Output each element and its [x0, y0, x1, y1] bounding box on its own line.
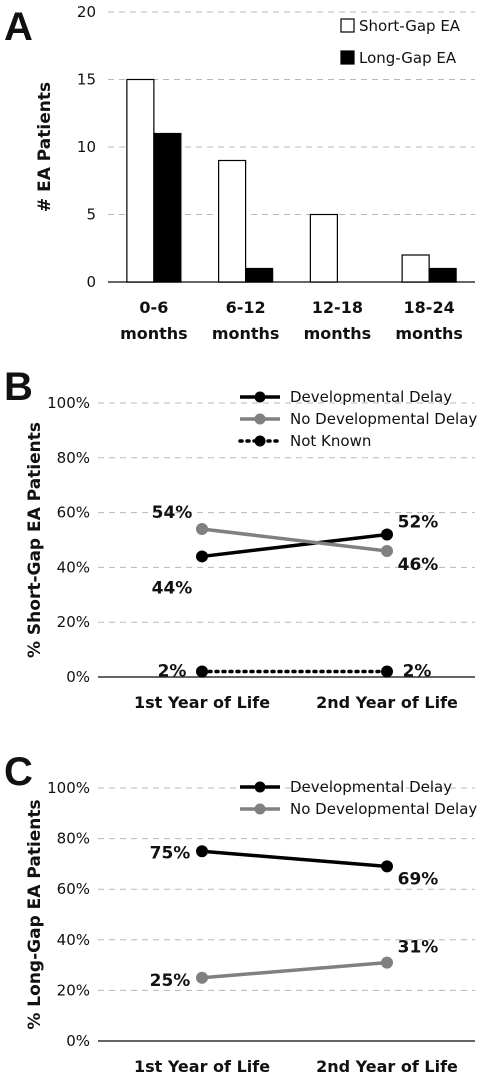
- point-no-developmental-delay-1st-year-of-life: [196, 523, 208, 536]
- series-line-developmental-delay: [201, 849, 388, 869]
- y-tick-label: 10: [77, 138, 96, 156]
- legend-swatch-long-gap-ea: [340, 50, 355, 65]
- legend-label-no-developmental-delay: No Developmental Delay: [290, 410, 477, 428]
- data-label-developmental-delay: 75%: [150, 843, 191, 863]
- data-label-developmental-delay: 52%: [398, 513, 439, 533]
- legend-label-developmental-delay: Developmental Delay: [290, 778, 452, 796]
- y-axis-title: # EA Patients: [35, 82, 55, 212]
- bar-short-gap-ea-0-6-months: [126, 78, 155, 283]
- y-tick-label: 100%: [47, 394, 90, 412]
- legend-label-long-gap-ea: Long-Gap EA: [359, 49, 457, 67]
- x-tick-label: 2nd Year of Life: [316, 693, 458, 712]
- bar-short-gap-ea-18-24-months: [401, 254, 430, 283]
- series-line-developmental-delay: [201, 532, 388, 559]
- legend-swatch-short-gap-ea: [340, 18, 355, 33]
- legend-label-no-developmental-delay: No Developmental Delay: [290, 800, 477, 818]
- point-developmental-delay-2nd-year-of-life: [381, 528, 393, 541]
- y-axis-title: % Short-Gap EA Patients: [25, 422, 45, 658]
- series-line-no-developmental-delay: [201, 960, 388, 980]
- point-not-known-2nd-year-of-life: [381, 665, 393, 678]
- legend-marker-developmental-delay: [254, 781, 266, 793]
- y-tick-label: 15: [77, 71, 96, 89]
- x-tick-label: 2nd Year of Life: [316, 1057, 458, 1076]
- data-label-no-developmental-delay: 25%: [150, 971, 191, 991]
- y-tick-label: 60%: [57, 504, 90, 522]
- data-label-no-developmental-delay: 54%: [152, 503, 193, 523]
- y-tick-label: 0%: [66, 668, 90, 686]
- bar-short-gap-ea-12-18-months: [309, 213, 338, 283]
- legend-label-short-gap-ea: Short-Gap EA: [359, 17, 461, 35]
- legend-label-not-known: Not Known: [290, 432, 371, 450]
- data-label-no-developmental-delay: 31%: [398, 938, 439, 958]
- data-label-no-developmental-delay: 46%: [398, 555, 439, 575]
- data-label-not-known: 2%: [158, 662, 187, 682]
- bar-long-gap-ea-18-24-months: [428, 267, 457, 283]
- x-tick-label: 6-12: [226, 298, 266, 317]
- y-tick-label: 40%: [57, 931, 90, 949]
- data-label-not-known: 2%: [403, 662, 432, 682]
- x-tick-label: months: [212, 324, 280, 343]
- data-label-developmental-delay: 44%: [152, 578, 193, 598]
- bar-short-gap-ea-6-12-months: [218, 159, 247, 283]
- y-tick-label: 20%: [57, 981, 90, 999]
- x-tick-label: 12-18: [312, 298, 363, 317]
- y-tick-label: 5: [86, 206, 96, 224]
- y-tick-label: 80%: [57, 449, 90, 467]
- y-tick-label: 60%: [57, 880, 90, 898]
- point-no-developmental-delay-1st-year-of-life: [196, 971, 208, 984]
- data-label-developmental-delay: 69%: [398, 869, 439, 889]
- panel-letter-c: C: [4, 750, 33, 794]
- x-tick-label: 1st Year of Life: [134, 1057, 270, 1076]
- y-tick-label: 0%: [66, 1032, 90, 1050]
- panel-b-line-chart: B 0% 20% 40% 60% 80% 100% 1st Year of Life 2nd Y…: [4, 365, 477, 712]
- point-not-known-1st-year-of-life: [196, 665, 208, 678]
- y-tick-label: 100%: [47, 779, 90, 797]
- x-tick-label: 0-6: [139, 298, 168, 317]
- x-tick-label: months: [304, 324, 372, 343]
- legend-label-developmental-delay: Developmental Delay: [290, 388, 452, 406]
- y-tick-label: 0: [86, 273, 96, 291]
- y-tick-label: 80%: [57, 830, 90, 848]
- y-tick-label: 40%: [57, 558, 90, 576]
- x-tick-label: months: [120, 324, 188, 343]
- point-no-developmental-delay-2nd-year-of-life: [381, 544, 393, 557]
- panel-a-bar-chart: A 0 5 10 15 20 0-6 months 6-12 months 12-18 months 1…: [4, 3, 475, 343]
- panel-letter-a: A: [4, 5, 33, 49]
- x-tick-label: 18-24: [404, 298, 455, 317]
- point-developmental-delay-2nd-year-of-life: [381, 860, 393, 873]
- point-no-developmental-delay-2nd-year-of-life: [381, 956, 393, 969]
- panel-letter-b: B: [4, 365, 33, 409]
- y-tick-label: 20: [77, 3, 96, 21]
- point-developmental-delay-1st-year-of-life: [196, 845, 208, 858]
- panel-c-line-chart: C 0% 20% 40% 60% 80% 100% 1st Year of Life 2nd Y…: [4, 750, 477, 1076]
- series-line-no-developmental-delay: [201, 527, 388, 553]
- x-tick-label: 1st Year of Life: [134, 693, 270, 712]
- legend-marker-developmental-delay: [254, 391, 266, 403]
- point-developmental-delay-1st-year-of-life: [196, 550, 208, 563]
- y-axis-title: % Long-Gap EA Patients: [25, 799, 45, 1029]
- x-tick-label: months: [395, 324, 463, 343]
- legend-marker-no-developmental-delay: [254, 803, 266, 815]
- legend-marker-not-known: [254, 435, 266, 447]
- y-tick-label: 20%: [57, 613, 90, 631]
- bar-long-gap-ea-0-6-months: [153, 132, 182, 283]
- legend-marker-no-developmental-delay: [254, 413, 266, 425]
- bar-long-gap-ea-6-12-months: [245, 267, 274, 283]
